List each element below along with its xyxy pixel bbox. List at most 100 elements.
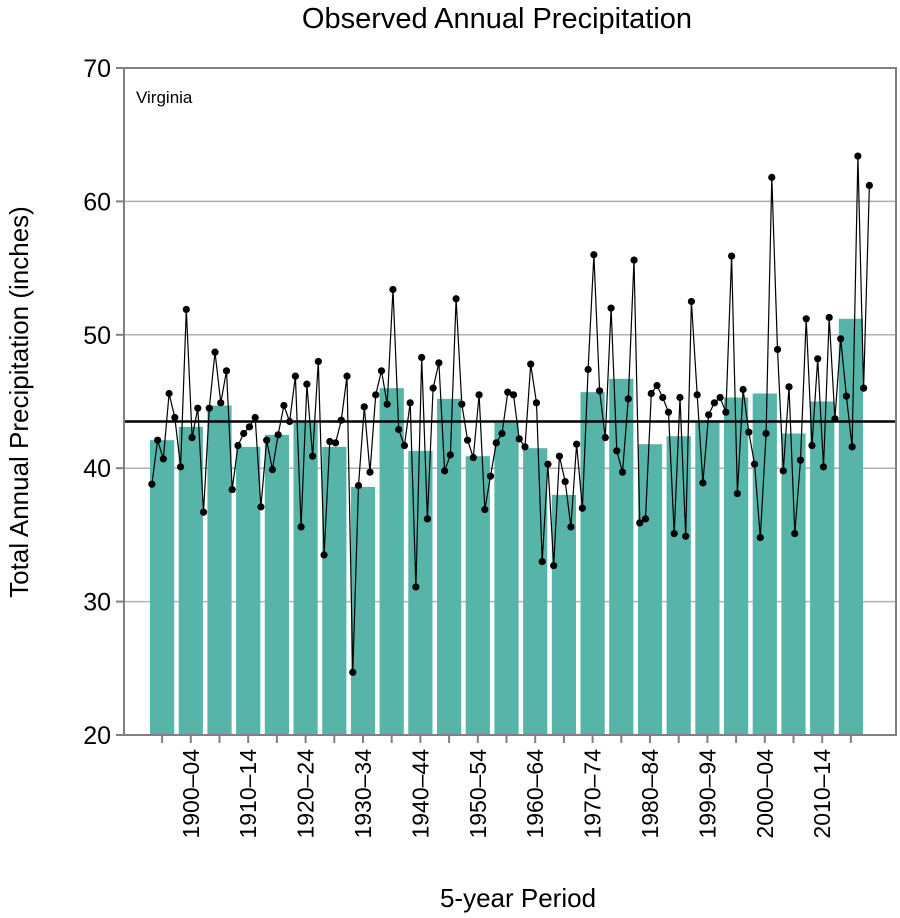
point-1995 (722, 408, 730, 416)
bar-2 (207, 405, 232, 735)
y-axis-ticks: 20 30 40 50 60 70 (83, 55, 124, 750)
point-1959 (515, 435, 523, 443)
point-1996 (728, 252, 736, 260)
point-1912 (245, 423, 254, 431)
point-1906 (211, 348, 219, 356)
point-1910 (234, 441, 242, 450)
bar-4 (264, 434, 289, 735)
point-1907 (217, 399, 225, 407)
point-1993 (710, 399, 718, 407)
point-1980 (636, 519, 644, 527)
point-1918 (280, 401, 288, 410)
point-1945 (435, 359, 443, 367)
point-1895 (148, 480, 156, 488)
bar-17 (637, 444, 663, 735)
point-2005 (779, 467, 787, 475)
point-1952 (475, 391, 483, 399)
point-1991 (699, 479, 707, 487)
point-2020 (865, 181, 873, 189)
point-1940 (406, 399, 414, 407)
point-1916 (268, 465, 277, 474)
y-axis-label: Total Annual Precipitation (inches) (4, 206, 34, 598)
point-1902 (188, 433, 196, 442)
bar-8 (379, 388, 404, 735)
point-1932 (360, 403, 368, 411)
point-1941 (412, 583, 420, 591)
bar-21 (752, 393, 777, 735)
point-1958 (509, 391, 518, 399)
point-1921 (297, 523, 305, 531)
point-1923 (308, 452, 317, 460)
xtick-label-19: 1990–94 (694, 749, 720, 839)
bar-22 (781, 433, 806, 735)
point-2000 (750, 460, 759, 468)
point-1983 (653, 381, 661, 390)
xtick-label-23: 2010–14 (809, 749, 835, 839)
point-1965 (550, 561, 558, 570)
point-1968 (567, 523, 575, 531)
point-1899 (171, 413, 179, 422)
point-1985 (664, 408, 673, 416)
bar-1 (178, 426, 203, 735)
point-1950 (463, 436, 472, 444)
ytick-label-4: 60 (83, 188, 111, 216)
point-2016 (842, 392, 851, 400)
point-1931 (354, 481, 363, 490)
point-1898 (165, 389, 173, 398)
point-1914 (257, 503, 265, 511)
xtick-label-13: 1960–64 (522, 749, 548, 839)
point-2002 (762, 429, 770, 438)
region-label: Virginia (136, 88, 193, 107)
point-1946 (441, 467, 449, 475)
point-1954 (486, 472, 495, 480)
point-1969 (573, 440, 581, 448)
point-1896 (154, 436, 162, 444)
point-1990 (693, 391, 701, 399)
ytick-label-3: 50 (83, 322, 111, 350)
xtick-label-21: 2000–04 (752, 749, 778, 839)
point-1911 (240, 429, 248, 438)
point-1982 (647, 389, 655, 398)
x-axis-label: 5-year Period (440, 883, 596, 913)
bar-0 (150, 440, 175, 735)
point-1935 (377, 367, 386, 375)
point-1947 (446, 451, 454, 459)
xtick-label-5: 1920–24 (293, 749, 319, 839)
xtick-label-3: 1910–14 (235, 749, 261, 839)
point-1934 (372, 391, 380, 399)
point-1977 (618, 468, 627, 476)
point-1925 (320, 551, 328, 559)
point-2008 (796, 456, 805, 464)
plot-frame (123, 67, 897, 736)
point-1944 (429, 384, 437, 392)
point-1994 (716, 393, 724, 402)
point-1998 (739, 385, 747, 394)
point-1988 (682, 532, 690, 540)
point-2015 (837, 335, 845, 343)
point-1956 (498, 429, 506, 438)
point-2011 (814, 355, 822, 363)
point-1966 (555, 452, 564, 460)
ytick-label-0: 20 (83, 722, 111, 750)
xtick-label-15: 1970–74 (580, 749, 606, 839)
bar-12 (494, 422, 519, 735)
point-1920 (291, 372, 299, 380)
bar-15 (580, 392, 605, 735)
point-1964 (544, 460, 552, 468)
point-1981 (641, 515, 650, 523)
point-1924 (314, 357, 322, 366)
point-1953 (481, 505, 489, 514)
point-2007 (791, 529, 799, 538)
point-1957 (504, 388, 512, 396)
point-1927 (331, 439, 340, 447)
point-1979 (630, 256, 638, 264)
point-1919 (286, 417, 294, 426)
point-1976 (613, 447, 621, 455)
point-1989 (687, 297, 696, 306)
point-1915 (263, 436, 271, 444)
point-1905 (205, 404, 213, 412)
point-1937 (389, 285, 397, 294)
point-1992 (705, 411, 713, 419)
point-1933 (366, 468, 374, 476)
